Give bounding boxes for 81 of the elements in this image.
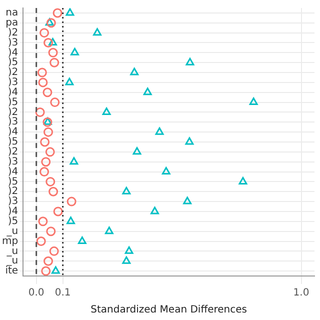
y-tick-label: )5 bbox=[8, 176, 18, 188]
point bbox=[44, 127, 54, 137]
point bbox=[48, 48, 58, 58]
y-tick-label: )2 bbox=[8, 67, 18, 78]
point bbox=[40, 28, 50, 38]
point bbox=[53, 206, 63, 216]
point bbox=[130, 68, 139, 76]
y-tick-label: )5 bbox=[8, 57, 18, 68]
y-tick-label: )2 bbox=[8, 146, 18, 158]
point bbox=[38, 78, 48, 88]
point bbox=[44, 38, 54, 48]
point bbox=[40, 137, 50, 147]
point bbox=[185, 137, 194, 145]
point bbox=[186, 58, 194, 66]
point bbox=[45, 147, 55, 157]
point bbox=[93, 28, 102, 36]
point bbox=[51, 266, 60, 274]
point bbox=[122, 256, 131, 264]
y-tick-label: )4 bbox=[8, 126, 18, 138]
point bbox=[78, 236, 86, 244]
y-tick-label: mp bbox=[2, 236, 18, 247]
point bbox=[37, 68, 47, 78]
point bbox=[155, 127, 164, 135]
point bbox=[162, 167, 170, 175]
point bbox=[122, 186, 131, 194]
y-tick-label: ite bbox=[5, 266, 18, 277]
x-tick-label: 0.0 bbox=[28, 288, 44, 299]
y-tick-label: )2 bbox=[8, 106, 18, 118]
point bbox=[65, 78, 74, 86]
point bbox=[52, 8, 62, 18]
point bbox=[66, 8, 74, 16]
y-tick-label: )5 bbox=[8, 136, 18, 148]
y-tick-label: )2 bbox=[8, 27, 18, 38]
y-tick-label: )5 bbox=[8, 96, 18, 108]
y-tick-label: )4 bbox=[8, 47, 18, 58]
y-tick-label: )4 bbox=[8, 166, 18, 178]
point bbox=[70, 157, 78, 165]
point bbox=[66, 196, 76, 206]
point bbox=[44, 256, 54, 266]
point bbox=[41, 157, 51, 167]
point bbox=[50, 98, 60, 108]
point bbox=[40, 167, 50, 177]
x-tick-label: 0.1 bbox=[54, 288, 71, 299]
y-tick-label: pa bbox=[6, 17, 18, 28]
y-tick-label: _u bbox=[6, 256, 18, 267]
point bbox=[41, 266, 51, 276]
point bbox=[143, 88, 152, 96]
point bbox=[48, 186, 58, 196]
point bbox=[104, 226, 114, 234]
point bbox=[132, 147, 142, 155]
x-tick-label: 1.0 bbox=[293, 288, 310, 299]
point bbox=[102, 107, 111, 115]
point bbox=[48, 38, 57, 46]
point bbox=[150, 206, 159, 214]
y-tick-label: )3 bbox=[8, 196, 18, 208]
y-tick-label: )3 bbox=[8, 37, 18, 48]
y-tick-label: )4 bbox=[8, 206, 18, 218]
x-axis-title: Standardized Mean Differences bbox=[90, 304, 247, 316]
y-tick-label: )3 bbox=[8, 156, 18, 168]
point bbox=[183, 196, 192, 204]
point bbox=[35, 107, 45, 117]
point bbox=[50, 58, 60, 68]
point bbox=[49, 246, 59, 256]
point bbox=[42, 88, 52, 98]
point bbox=[249, 98, 258, 106]
y-tick-label: _u bbox=[6, 226, 18, 237]
point bbox=[36, 236, 46, 246]
point bbox=[66, 216, 75, 224]
point bbox=[46, 176, 56, 186]
y-tick-label: )2 bbox=[8, 186, 18, 198]
y-tick-label: _u bbox=[6, 246, 18, 257]
y-tick-label: na bbox=[6, 8, 18, 19]
y-tick-label: )3 bbox=[8, 77, 18, 88]
point bbox=[124, 246, 134, 254]
y-tick-label: )3 bbox=[8, 116, 18, 128]
point bbox=[70, 48, 79, 56]
point bbox=[238, 176, 248, 184]
point bbox=[46, 226, 56, 236]
point bbox=[38, 216, 48, 226]
y-tick-label: )4 bbox=[8, 86, 18, 98]
y-tick-label: )5 bbox=[8, 216, 18, 227]
